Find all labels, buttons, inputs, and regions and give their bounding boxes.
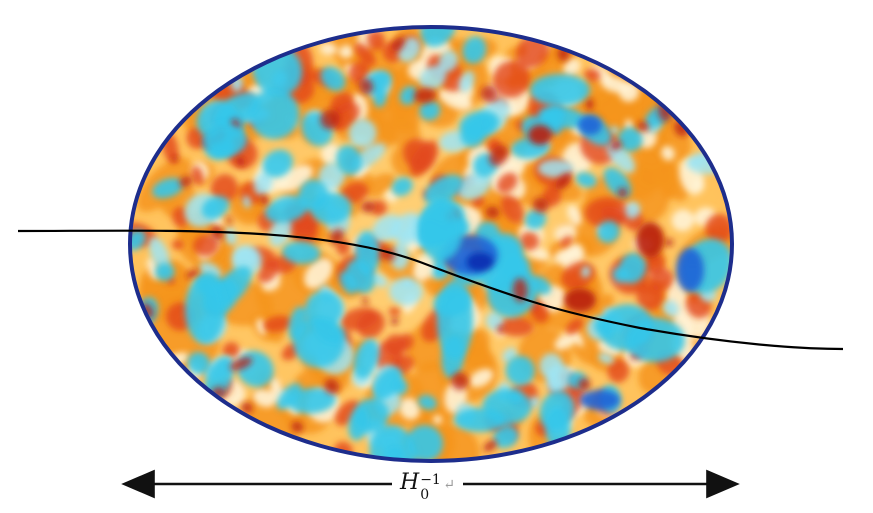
temperature-fluctuations (130, 27, 732, 461)
cmb-sky-map (128, 25, 734, 463)
hubble-superscript: −1 (420, 472, 441, 488)
return-mark: ↵ (443, 477, 455, 493)
cmb-map-rim (128, 25, 734, 463)
hubble-subscript: 0 (420, 487, 430, 503)
hubble-radius-label: H −1 0 ↵ (392, 468, 463, 503)
horizon-curve (17, 229, 844, 351)
hubble-symbol: H (400, 470, 420, 495)
